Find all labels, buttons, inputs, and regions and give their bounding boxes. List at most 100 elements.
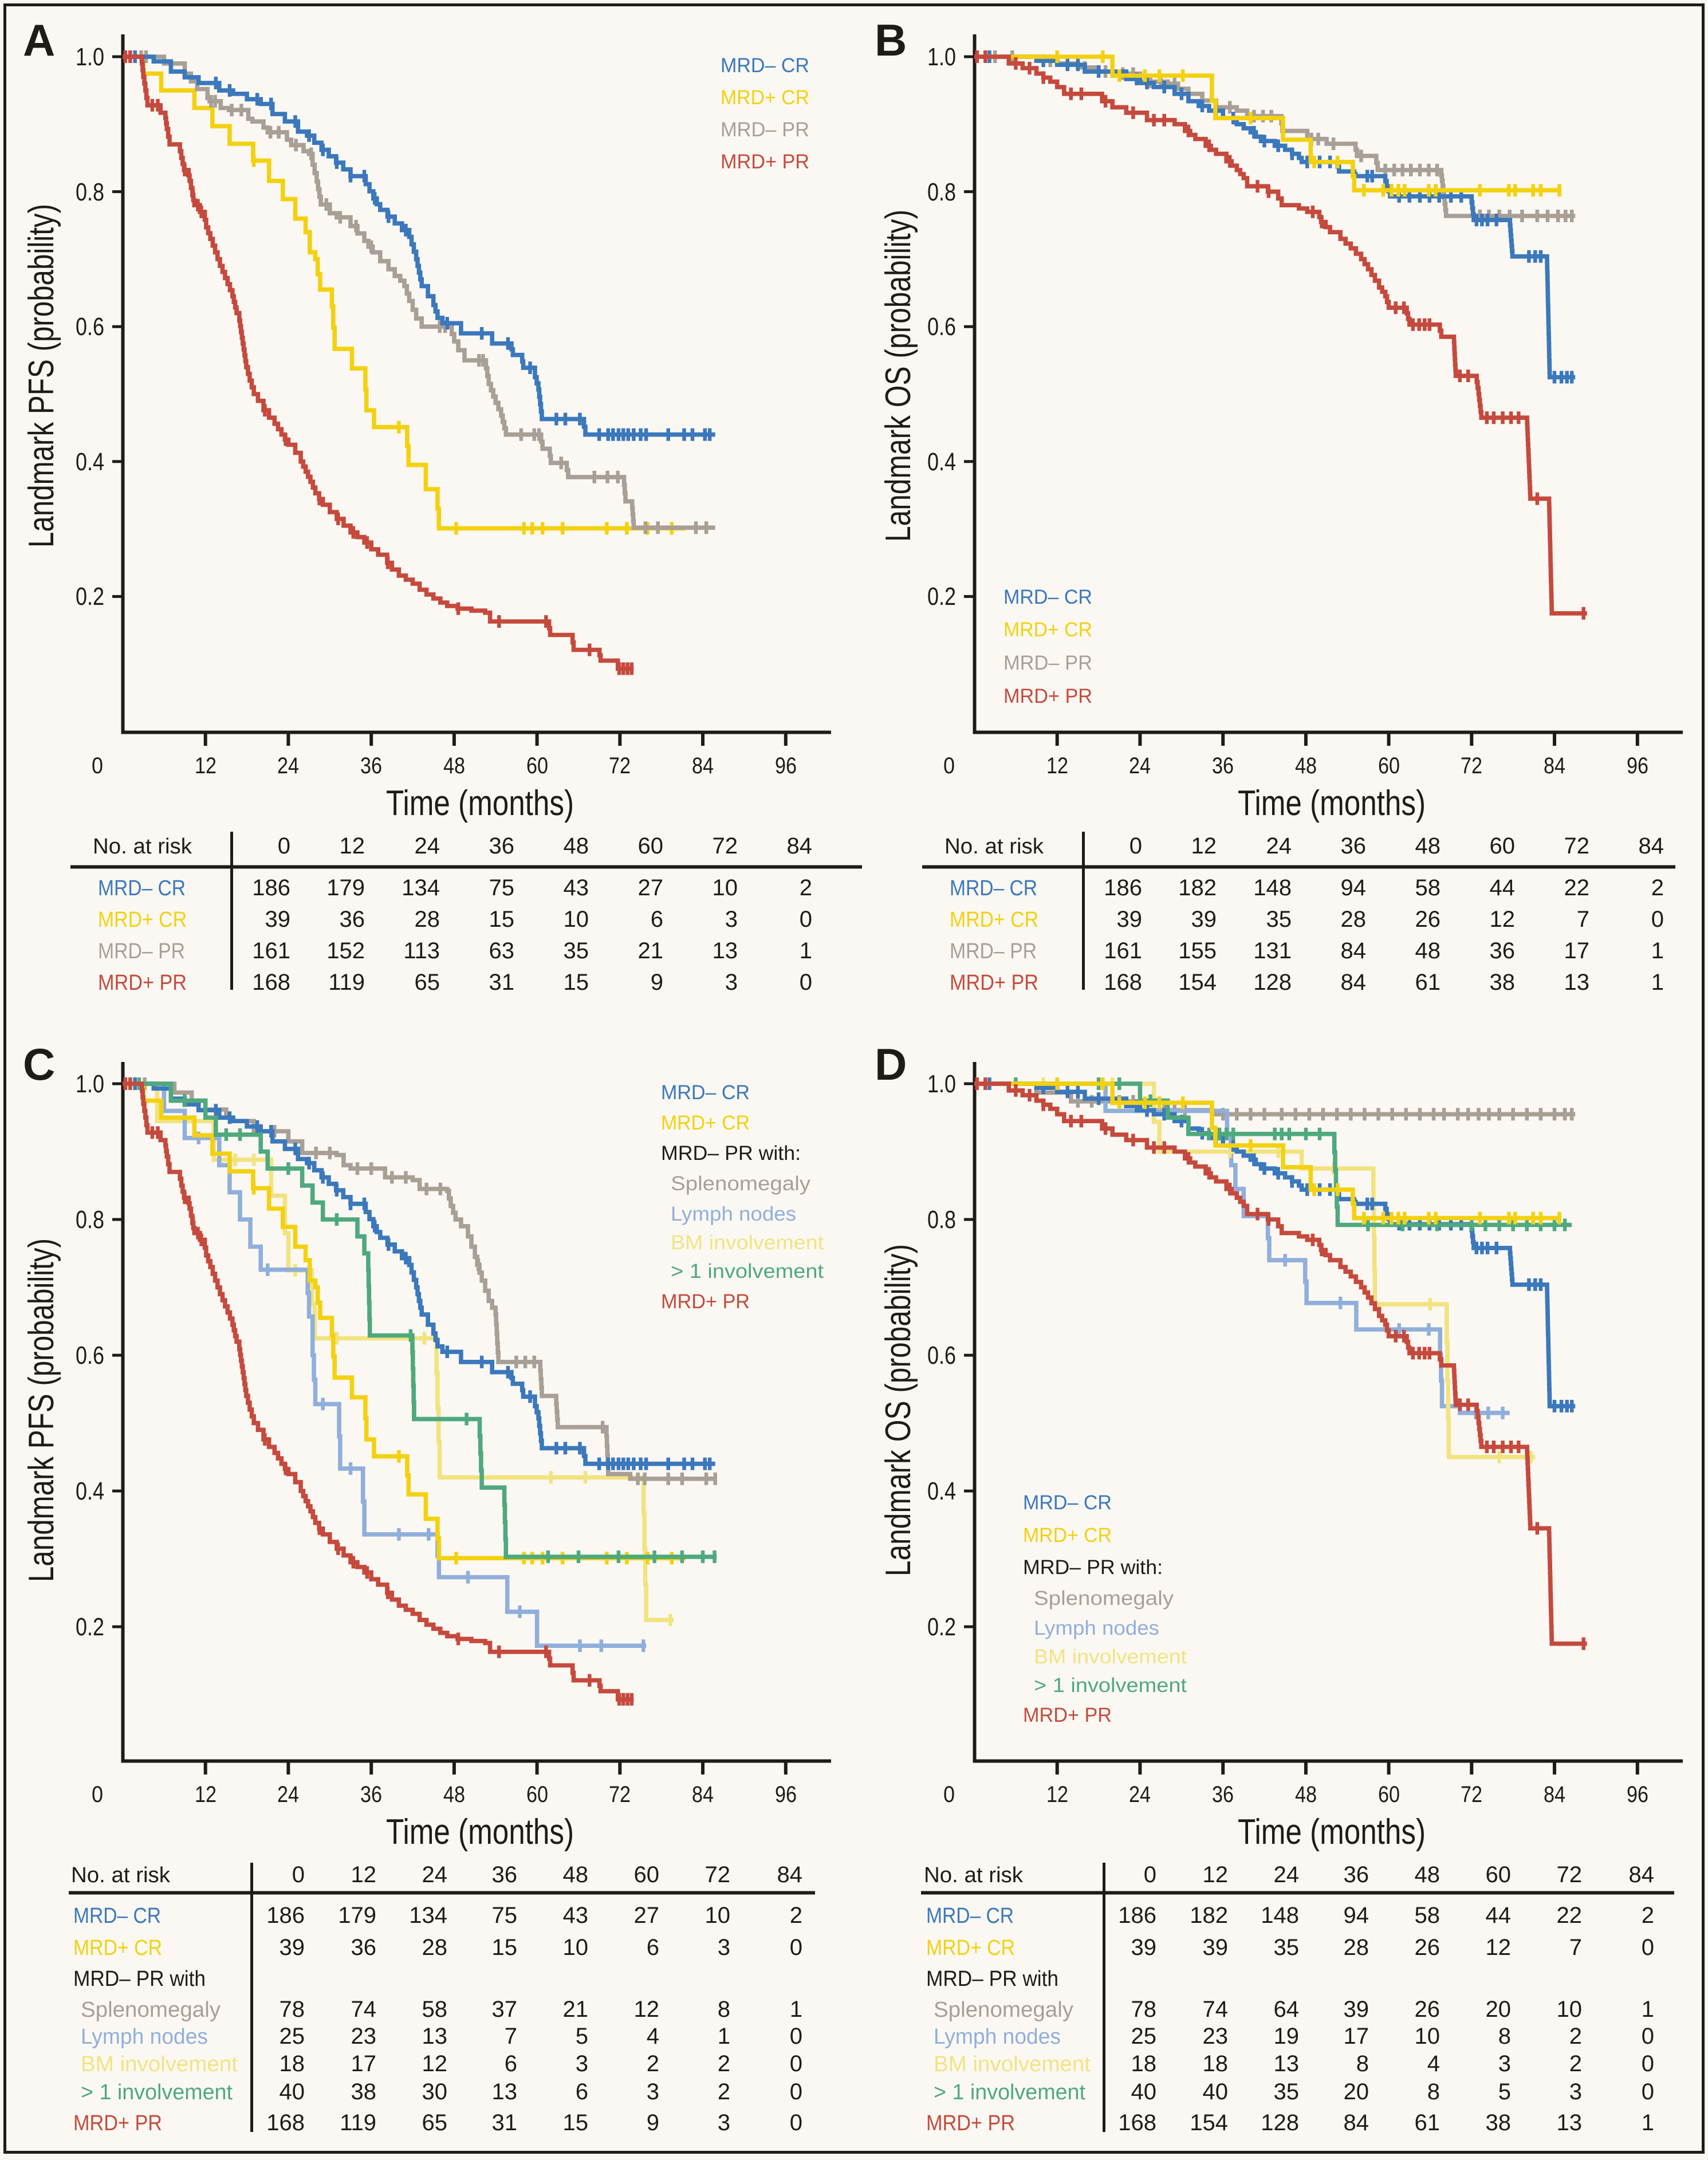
svg-text:3: 3 [1498, 2051, 1511, 2076]
svg-text:MRD– CR: MRD– CR [73, 1904, 161, 1928]
svg-text:MRD– PR with: MRD– PR with [926, 1967, 1058, 1991]
svg-text:128: 128 [1253, 970, 1292, 995]
svg-text:0.6: 0.6 [76, 1341, 104, 1370]
svg-text:> 1 involvement: > 1 involvement [934, 2080, 1085, 2104]
svg-text:1: 1 [718, 2024, 730, 2049]
svg-text:7: 7 [505, 2024, 517, 2049]
svg-text:0.8: 0.8 [927, 1206, 956, 1234]
svg-text:13: 13 [713, 938, 738, 963]
svg-text:28: 28 [1341, 907, 1367, 932]
svg-text:72: 72 [1461, 1782, 1482, 1807]
svg-text:MRD+ CR: MRD+ CR [661, 1112, 750, 1134]
svg-text:84: 84 [1341, 938, 1367, 963]
svg-text:Splenomegaly: Splenomegaly [934, 1998, 1073, 2022]
svg-text:10: 10 [563, 1935, 589, 1960]
svg-text:MRD+ CR: MRD+ CR [950, 908, 1038, 932]
svg-text:5: 5 [1498, 2079, 1511, 2104]
svg-text:161: 161 [1104, 938, 1142, 963]
svg-text:0.2: 0.2 [76, 1613, 104, 1641]
svg-text:24: 24 [415, 833, 440, 859]
svg-text:27: 27 [638, 875, 664, 900]
svg-text:22: 22 [1564, 875, 1590, 900]
svg-text:MRD– CR: MRD– CR [1023, 1492, 1112, 1514]
svg-text:26: 26 [1415, 907, 1441, 932]
svg-text:18: 18 [280, 2051, 305, 2076]
svg-text:84: 84 [692, 1782, 714, 1807]
svg-text:3: 3 [647, 2079, 659, 2104]
svg-text:13: 13 [1564, 970, 1590, 995]
svg-text:3: 3 [725, 907, 738, 932]
svg-text:94: 94 [1341, 875, 1367, 900]
svg-text:MRD– PR: MRD– PR [721, 119, 809, 141]
svg-text:MRD– CR: MRD– CR [926, 1904, 1014, 1928]
svg-text:A: A [23, 15, 55, 65]
svg-text:72: 72 [1564, 833, 1590, 859]
svg-text:15: 15 [489, 907, 515, 932]
svg-text:1: 1 [790, 1997, 802, 2022]
svg-text:Time (months): Time (months) [1238, 784, 1426, 823]
svg-text:0.4: 0.4 [927, 1477, 956, 1505]
svg-text:48: 48 [1415, 938, 1441, 963]
svg-text:8: 8 [1356, 2051, 1369, 2076]
svg-text:3: 3 [718, 2110, 730, 2135]
svg-text:15: 15 [563, 2110, 589, 2135]
svg-text:25: 25 [1131, 2024, 1157, 2049]
svg-text:MRD– CR: MRD– CR [950, 876, 1037, 900]
svg-text:2: 2 [1569, 2024, 1582, 2049]
svg-text:1.0: 1.0 [76, 1070, 104, 1098]
svg-text:60: 60 [1490, 833, 1516, 859]
svg-text:60: 60 [526, 753, 548, 778]
svg-text:168: 168 [1104, 970, 1142, 995]
svg-text:72: 72 [609, 753, 631, 778]
svg-text:24: 24 [1129, 753, 1151, 778]
svg-text:9: 9 [651, 970, 663, 995]
svg-text:168: 168 [266, 2110, 305, 2135]
svg-text:63: 63 [489, 938, 515, 963]
svg-text:3: 3 [576, 2051, 588, 2076]
svg-text:26: 26 [1415, 1935, 1441, 1960]
svg-text:17: 17 [1344, 2024, 1369, 2049]
svg-text:84: 84 [1544, 753, 1565, 778]
svg-text:2: 2 [647, 2051, 659, 2076]
svg-text:36: 36 [492, 1862, 518, 1887]
svg-text:60: 60 [1378, 1782, 1400, 1807]
svg-text:0.6: 0.6 [927, 313, 956, 341]
svg-text:Landmark PFS (probability): Landmark PFS (probability) [22, 204, 61, 548]
svg-text:0: 0 [278, 833, 290, 859]
svg-text:MRD+ PR: MRD+ PR [926, 2111, 1015, 2135]
svg-text:43: 43 [564, 875, 589, 900]
svg-text:161: 161 [252, 938, 290, 963]
svg-text:21: 21 [563, 1997, 589, 2022]
svg-text:MRD– CR: MRD– CR [721, 54, 809, 77]
svg-text:BM involvement: BM involvement [671, 1232, 824, 1254]
svg-text:60: 60 [638, 833, 664, 859]
svg-text:MRD– PR with:: MRD– PR with: [661, 1142, 801, 1164]
svg-text:35: 35 [1274, 1935, 1300, 1960]
svg-text:58: 58 [1415, 1903, 1441, 1928]
svg-text:0: 0 [1642, 2079, 1654, 2104]
svg-text:23: 23 [1203, 2024, 1229, 2049]
svg-text:35: 35 [564, 938, 589, 963]
svg-text:65: 65 [422, 2110, 448, 2135]
svg-text:74: 74 [1203, 1997, 1229, 2022]
svg-text:39: 39 [280, 1935, 305, 1960]
svg-text:94: 94 [1344, 1903, 1369, 1928]
svg-text:38: 38 [1486, 2110, 1512, 2135]
svg-text:MRD+ CR: MRD+ CR [926, 1936, 1015, 1960]
svg-text:40: 40 [1203, 2079, 1229, 2104]
svg-text:0: 0 [790, 2024, 802, 2049]
svg-text:2: 2 [1569, 2051, 1582, 2076]
svg-text:96: 96 [1627, 1782, 1648, 1807]
svg-text:6: 6 [647, 1935, 659, 1960]
svg-text:60: 60 [526, 1782, 548, 1807]
svg-text:75: 75 [489, 875, 515, 900]
svg-text:48: 48 [563, 1862, 589, 1887]
svg-text:43: 43 [563, 1903, 589, 1928]
svg-text:84: 84 [1544, 1782, 1565, 1807]
svg-text:> 1 involvement: > 1 involvement [1034, 1674, 1187, 1697]
svg-text:MRD+ PR: MRD+ PR [1003, 685, 1092, 707]
svg-text:0: 0 [800, 907, 812, 932]
svg-text:60: 60 [634, 1862, 660, 1887]
svg-text:1: 1 [1651, 970, 1664, 995]
svg-text:8: 8 [718, 1997, 730, 2022]
